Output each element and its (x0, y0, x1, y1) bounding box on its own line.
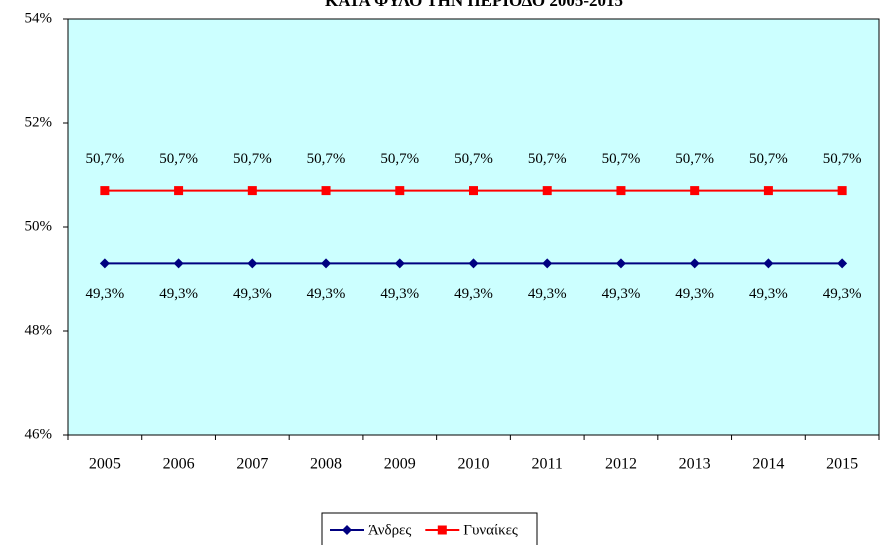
data-point (690, 186, 700, 196)
x-tick-label: 2009 (384, 456, 416, 473)
data-point (321, 258, 332, 269)
data-label: 50,7% (528, 151, 567, 167)
data-point (174, 186, 184, 196)
data-point (542, 258, 553, 269)
plot-area (67, 18, 880, 436)
data-point (837, 258, 848, 269)
data-point (837, 186, 847, 196)
legend-marker (342, 525, 352, 535)
data-label: 50,7% (380, 151, 419, 167)
data-label: 49,3% (602, 286, 641, 302)
data-label: 50,7% (233, 151, 272, 167)
data-point (763, 258, 774, 269)
data-point (247, 186, 257, 196)
data-label: 50,7% (159, 151, 198, 167)
x-tick-label: 2011 (532, 456, 563, 473)
data-label: 49,3% (159, 286, 198, 302)
data-label: 50,7% (749, 151, 788, 167)
data-label: 50,7% (823, 151, 862, 167)
data-point (468, 258, 479, 269)
y-tick-label: 50% (25, 218, 53, 234)
x-tick-label: 2005 (89, 456, 121, 473)
x-tick-label: 2008 (310, 456, 342, 473)
x-tick-label: 2014 (752, 456, 784, 473)
legend: Άνδρες Γυναίκες (321, 512, 538, 545)
data-label: 49,3% (307, 286, 346, 302)
data-label: 49,3% (823, 286, 862, 302)
y-tick-label: 54% (25, 10, 53, 26)
data-point (321, 186, 331, 196)
data-label: 49,3% (749, 286, 788, 302)
data-label: 50,7% (454, 151, 493, 167)
y-tick-label: 48% (25, 322, 53, 338)
legend-label: Άνδρες (368, 522, 411, 538)
data-point (394, 258, 405, 269)
data-label: 50,7% (85, 151, 124, 167)
data-point (395, 186, 405, 196)
data-label: 50,7% (307, 151, 346, 167)
data-point (100, 186, 110, 196)
data-label: 49,3% (85, 286, 124, 302)
legend-marker (437, 525, 447, 535)
data-point (615, 258, 626, 269)
data-point (469, 186, 478, 196)
data-label: 49,3% (675, 286, 714, 302)
x-tick-label: 2013 (679, 456, 711, 473)
data-label: 49,3% (528, 286, 567, 302)
data-label: 50,7% (602, 151, 641, 167)
data-point (616, 186, 626, 196)
data-point (99, 258, 110, 269)
data-point (247, 258, 258, 269)
data-label: 49,3% (454, 286, 493, 302)
x-tick-label: 2006 (163, 456, 195, 473)
data-point (763, 186, 773, 196)
x-tick-label: 2007 (236, 456, 268, 473)
data-point (689, 258, 700, 269)
x-tick-label: 2010 (458, 456, 490, 473)
y-tick-label: 46% (25, 426, 53, 442)
y-tick-label: 52% (25, 114, 53, 130)
chart-title: ΚΑΤΑ ΦΥΛΟ ΤΗΝ ΠΕΡΙΟΔΟ 2005-2015 (325, 0, 623, 10)
x-tick-label: 2012 (605, 456, 637, 473)
data-point (542, 186, 552, 196)
data-label: 49,3% (233, 286, 272, 302)
data-label: 50,7% (675, 151, 714, 167)
data-point (173, 258, 184, 269)
legend-label: Γυναίκες (463, 522, 518, 538)
x-tick-label: 2015 (826, 456, 858, 473)
data-label: 49,3% (380, 286, 419, 302)
